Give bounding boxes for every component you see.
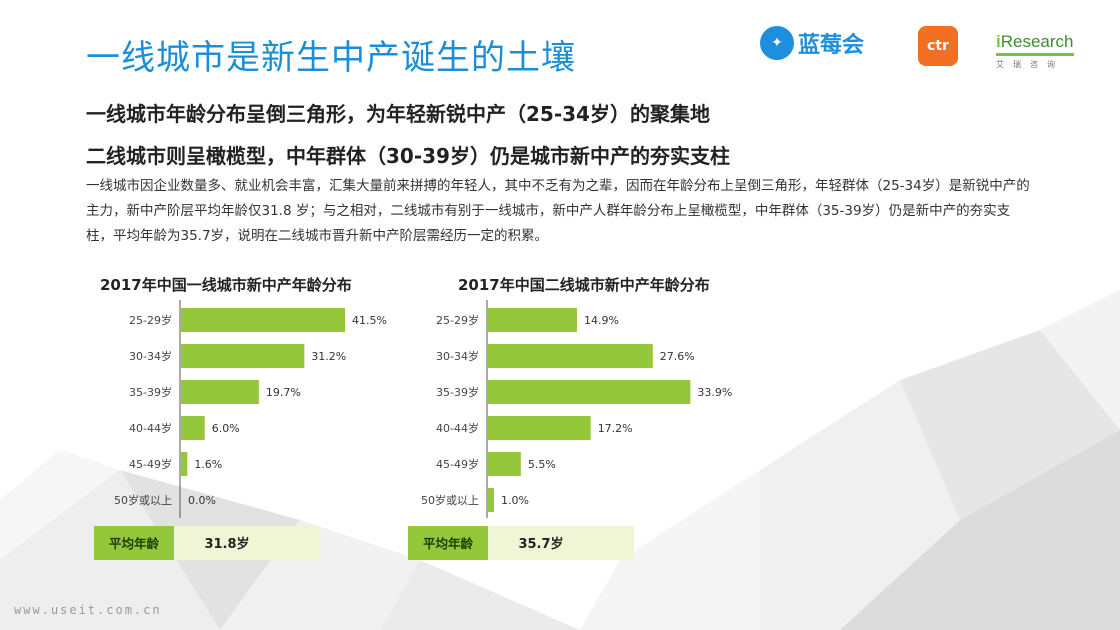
average-label-box [94, 526, 174, 560]
bar [488, 416, 591, 440]
bar [488, 452, 521, 476]
subheading-first-tier: 一线城市年龄分布呈倒三角形，为年轻新锐中产（25-34岁）的聚集地 [86, 102, 710, 126]
value-label: 17.2% [598, 422, 633, 435]
category-label: 30-34岁 [129, 349, 172, 363]
page-title: 一线城市是新生中产诞生的土壤 [86, 38, 576, 78]
average-value-box [174, 526, 320, 560]
value-label: 5.5% [528, 458, 556, 471]
value-label: 1.6% [194, 458, 222, 471]
value-label: 27.6% [660, 350, 695, 363]
category-label: 30-34岁 [436, 349, 479, 363]
category-label: 45-49岁 [436, 457, 479, 471]
value-label: 0.0% [188, 494, 216, 507]
chart-second-tier-age: 2017年中国二线城市新中产年龄分布 25-29岁 14.9% 30-34岁 27.6%… [408, 276, 732, 560]
category-label: 40-44岁 [129, 421, 172, 435]
chart-title: 2017年中国一线城市新中产年龄分布 [100, 276, 352, 294]
description-paragraph: 一线城市因企业数量多、就业机会丰富，汇集大量前来拼搏的年轻人，其中不乏有为之辈，… [86, 178, 1030, 244]
value-label: 14.9% [584, 314, 619, 327]
value-label: 19.7% [266, 386, 301, 399]
bar [181, 344, 305, 368]
category-label: 50岁或以上 [114, 493, 172, 507]
average-age-value: 35.7岁 [518, 536, 563, 552]
category-label: 25-29岁 [436, 313, 479, 327]
bar [488, 380, 691, 404]
value-label: 31.2% [311, 350, 346, 363]
category-label: 35-39岁 [129, 385, 172, 399]
watermark: www.useit.com.cn [14, 603, 162, 617]
bar [488, 308, 577, 332]
value-label: 33.9% [697, 386, 732, 399]
chart-first-tier-age: 2017年中国一线城市新中产年龄分布 25-29岁 41.5% 30-34岁 31.2%… [94, 276, 387, 560]
category-label: 40-44岁 [436, 421, 479, 435]
chart-title: 2017年中国二线城市新中产年龄分布 [458, 276, 710, 294]
lanmeihui-logo-text: 蓝莓会 [798, 33, 865, 58]
average-value-box [488, 526, 634, 560]
iresearch-logo-bar [996, 53, 1074, 56]
average-label-box [408, 526, 488, 560]
logo-group: ✦ 蓝莓会 ctr iResearch 艾瑞咨询 [760, 24, 1100, 74]
bar [488, 488, 494, 512]
lanmeihui-icon: ✦ [760, 26, 794, 60]
value-label: 6.0% [212, 422, 240, 435]
bar [181, 416, 205, 440]
category-label: 50岁或以上 [421, 493, 479, 507]
iresearch-logo: iResearch 艾瑞咨询 [996, 32, 1074, 70]
iresearch-logo-subtext: 艾瑞咨询 [996, 60, 1064, 69]
bar [181, 380, 259, 404]
bar [181, 308, 346, 332]
category-label: 25-29岁 [129, 313, 172, 327]
average-age-value: 31.8岁 [204, 536, 249, 552]
category-label: 45-49岁 [129, 457, 172, 471]
iresearch-logo-i: i [996, 32, 1001, 51]
lanmeihui-logo: ✦ 蓝莓会 [760, 26, 864, 60]
iresearch-logo-text: Research [1000, 32, 1074, 51]
ctr-logo: ctr [918, 26, 958, 66]
bar [181, 452, 188, 476]
bar [488, 344, 653, 368]
average-age-label: 平均年龄 [109, 536, 160, 551]
category-label: 35-39岁 [436, 385, 479, 399]
average-age-label: 平均年龄 [423, 536, 474, 551]
value-label: 41.5% [352, 314, 387, 327]
subheading-second-tier: 二线城市则呈橄榄型，中年群体（30-39岁）仍是城市新中产的夯实支柱 [86, 144, 730, 168]
value-label: 1.0% [501, 494, 529, 507]
